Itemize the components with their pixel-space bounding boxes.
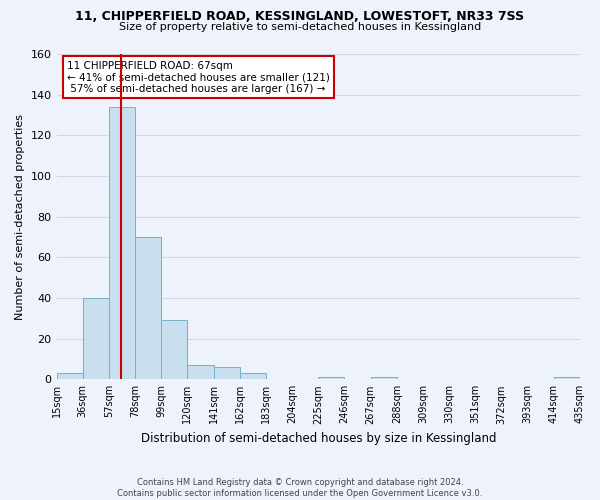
Text: Contains HM Land Registry data © Crown copyright and database right 2024.
Contai: Contains HM Land Registry data © Crown c…: [118, 478, 482, 498]
X-axis label: Distribution of semi-detached houses by size in Kessingland: Distribution of semi-detached houses by …: [140, 432, 496, 445]
Bar: [109, 107, 135, 380]
Bar: [83, 298, 109, 380]
Y-axis label: Number of semi-detached properties: Number of semi-detached properties: [15, 114, 25, 320]
Bar: [371, 378, 397, 380]
Text: 11, CHIPPERFIELD ROAD, KESSINGLAND, LOWESTOFT, NR33 7SS: 11, CHIPPERFIELD ROAD, KESSINGLAND, LOWE…: [76, 10, 524, 23]
Text: 11 CHIPPERFIELD ROAD: 67sqm
← 41% of semi-detached houses are smaller (121)
 57%: 11 CHIPPERFIELD ROAD: 67sqm ← 41% of sem…: [67, 60, 330, 94]
Bar: [318, 378, 344, 380]
Bar: [240, 373, 266, 380]
Bar: [135, 237, 161, 380]
Bar: [187, 365, 214, 380]
Bar: [554, 378, 580, 380]
Bar: [161, 320, 187, 380]
Bar: [214, 367, 240, 380]
Text: Size of property relative to semi-detached houses in Kessingland: Size of property relative to semi-detach…: [119, 22, 481, 32]
Bar: [56, 373, 83, 380]
